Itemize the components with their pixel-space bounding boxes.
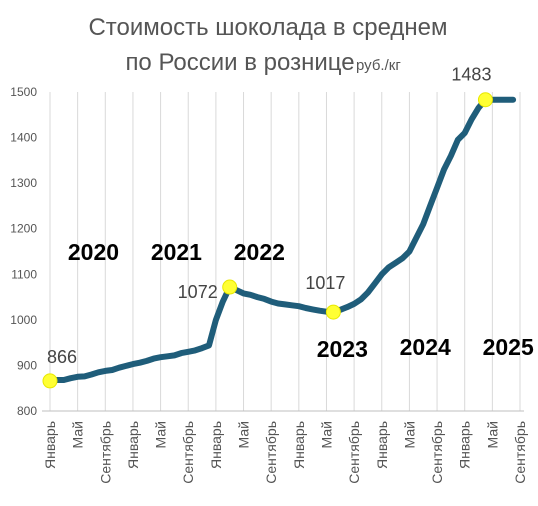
data-label: 1017 — [305, 273, 345, 293]
x-tick-label: Январь — [125, 421, 141, 469]
x-tick-label: Сентябрь — [263, 421, 279, 484]
year-labels: 2020 2021 2022 2023 2024 2025 — [68, 239, 534, 362]
data-label: 866 — [47, 347, 77, 367]
x-tick-label: Январь — [457, 421, 473, 469]
y-axis: 800 900 1000 1100 1200 1300 1400 1500 — [10, 85, 524, 418]
y-tick-label: 1000 — [10, 313, 37, 327]
series-line — [47, 96, 517, 384]
gridlines — [49, 92, 521, 411]
year-label-2023: 2023 — [317, 336, 368, 362]
chart-title-line-2: по России в рознице — [125, 49, 354, 76]
x-tick-label: Сентябрь — [346, 421, 362, 484]
highlight-point — [325, 304, 341, 320]
x-tick-label: Май — [318, 421, 334, 448]
year-label-2022: 2022 — [234, 239, 285, 265]
highlight-points: 866 1072 1017 1483 — [42, 65, 493, 389]
x-tick-label: Май — [153, 421, 169, 448]
x-tick-label: Май — [401, 421, 417, 448]
y-tick-label: 1200 — [10, 222, 37, 236]
chart-title: Стоимость шоколада в среднем по России в… — [88, 14, 447, 76]
x-tick-label: Сентябрь — [512, 421, 528, 484]
y-tick-label: 1500 — [10, 85, 37, 99]
x-tick-label: Май — [236, 421, 252, 448]
x-tick-label: Сентябрь — [97, 421, 113, 484]
year-label-2020: 2020 — [68, 239, 119, 265]
x-tick-label: Май — [484, 421, 500, 448]
chart-title-line-1: Стоимость шоколада в среднем — [88, 14, 447, 41]
x-axis: Январь Май Сентябрь Январь Май Сентябрь Январь… — [42, 421, 528, 484]
x-tick-label: Январь — [42, 421, 58, 469]
x-tick-label: Январь — [208, 421, 224, 469]
y-tick-label: 900 — [17, 358, 37, 372]
data-label: 1483 — [451, 65, 491, 85]
year-label-2024: 2024 — [400, 334, 451, 360]
highlight-point — [477, 92, 493, 108]
x-tick-label: Январь — [374, 421, 390, 469]
x-tick-label: Сентябрь — [429, 421, 445, 484]
x-tick-label: Сентябрь — [180, 421, 196, 484]
y-tick-label: 800 — [17, 404, 37, 418]
highlight-point — [222, 279, 238, 295]
x-tick-label: Январь — [291, 421, 307, 469]
y-tick-label: 1300 — [10, 176, 37, 190]
x-tick-label: Май — [70, 421, 86, 448]
year-label-2025: 2025 — [483, 334, 534, 360]
y-tick-label: 1400 — [10, 131, 37, 145]
y-tick-label: 1100 — [11, 267, 37, 281]
data-label: 1072 — [178, 282, 218, 302]
highlight-point — [42, 373, 58, 389]
chart-unit: руб./кг — [356, 57, 401, 74]
year-label-2021: 2021 — [151, 239, 202, 265]
